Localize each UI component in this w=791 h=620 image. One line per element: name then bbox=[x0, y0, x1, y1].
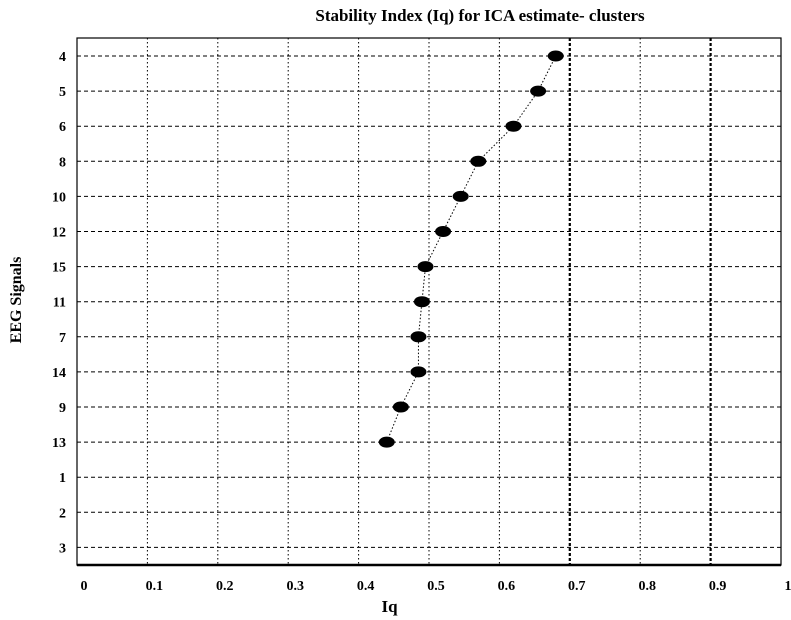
data-point bbox=[505, 120, 522, 132]
y-tick-label: 5 bbox=[59, 85, 66, 100]
data-point bbox=[378, 436, 395, 448]
x-tick-labels: 0 0.1 0.2 0.3 0.4 0.5 0.6 0.7 0.8 0.9 1 bbox=[81, 579, 791, 594]
data-point bbox=[530, 85, 547, 97]
y-tick-label: 9 bbox=[59, 401, 66, 416]
x-tick-label: 0.5 bbox=[427, 579, 445, 594]
series-connector bbox=[386, 55, 557, 443]
x-tick-label: 0.1 bbox=[146, 579, 164, 594]
y-tick-label: 1 bbox=[59, 471, 66, 486]
data-point bbox=[410, 366, 427, 378]
x-tick-label: 0.6 bbox=[498, 579, 516, 594]
y-tick-label: 6 bbox=[59, 120, 66, 135]
y-tick-label: 2 bbox=[59, 506, 66, 521]
x-tick-label: 0 bbox=[81, 579, 88, 594]
y-tick-label: 8 bbox=[59, 155, 66, 170]
data-point bbox=[452, 190, 469, 202]
x-tick-label: 0.4 bbox=[357, 579, 375, 594]
y-tick-label: 7 bbox=[59, 331, 66, 346]
data-point bbox=[470, 155, 487, 167]
x-tick-label: 0.3 bbox=[286, 579, 304, 594]
data-points bbox=[378, 50, 564, 448]
data-point bbox=[413, 296, 430, 308]
y-tick-label: 4 bbox=[59, 50, 66, 65]
x-axis-label: Iq bbox=[381, 597, 398, 616]
x-tick-label: 0.9 bbox=[709, 579, 727, 594]
x-tick-label: 0.2 bbox=[216, 579, 234, 594]
series-line bbox=[386, 55, 557, 443]
data-point bbox=[392, 401, 409, 413]
data-point bbox=[435, 226, 452, 237]
y-tick-label: 11 bbox=[53, 296, 66, 311]
x-tick-label: 1 bbox=[785, 579, 791, 594]
y-tick-label: 13 bbox=[52, 436, 66, 451]
plot-frame bbox=[76, 37, 782, 567]
chart-title: Stability Index (Iq) for ICA estimate- c… bbox=[315, 6, 645, 25]
x-tick-label: 0.8 bbox=[638, 579, 656, 594]
data-point bbox=[417, 261, 434, 273]
x-axis-label-container: Iq bbox=[0, 597, 791, 617]
x-tick-label: 0.7 bbox=[568, 579, 586, 594]
data-point bbox=[410, 331, 427, 343]
y-tick-label: 14 bbox=[52, 366, 66, 381]
data-point bbox=[547, 50, 564, 62]
y-tick-label: 10 bbox=[52, 190, 66, 205]
y-tick-label: 3 bbox=[59, 541, 66, 556]
y-tick-label: 15 bbox=[52, 261, 66, 276]
y-tick-label: 12 bbox=[52, 226, 66, 241]
